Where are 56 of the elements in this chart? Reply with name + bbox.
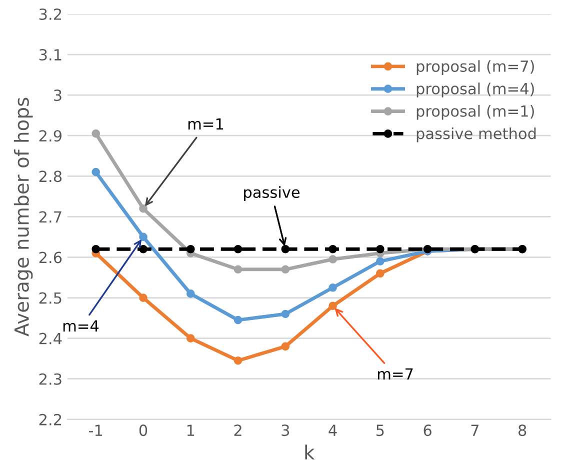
x-tick-label: 6 [424, 424, 432, 436]
point [234, 316, 242, 324]
x-tick-label: 8 [518, 424, 526, 436]
y-tick-label: 3 [54, 90, 62, 102]
point [139, 294, 148, 302]
point [234, 356, 242, 365]
point [376, 257, 384, 266]
y-tick-label: 2.4 [39, 332, 62, 344]
point [139, 232, 148, 242]
point [281, 265, 290, 274]
point [234, 265, 242, 274]
y-tick-label: 2.5 [39, 292, 62, 304]
x-tick-label: -1 [89, 424, 102, 436]
annotation: passive [244, 186, 300, 201]
y-axis-title: Average number of hops [14, 98, 33, 336]
point [376, 244, 384, 254]
x-tick-label: 2 [234, 424, 242, 436]
legend-label: proposal (m=1) [416, 105, 534, 120]
point [234, 244, 242, 254]
point [92, 168, 100, 176]
x-tick-label: 7 [471, 424, 478, 436]
x-tick-label: 5 [376, 424, 384, 436]
point [139, 244, 148, 254]
y-tick-label: 3.2 [39, 8, 62, 20]
point [186, 334, 195, 342]
y-tick-label: 2.6 [39, 252, 62, 264]
x-tick-label: 4 [328, 424, 337, 436]
point [139, 204, 148, 213]
point [328, 244, 337, 254]
legend-label: proposal (m=7) [416, 60, 534, 75]
y-tick-label: 2.8 [39, 170, 62, 182]
annotation: m=1 [188, 118, 224, 130]
point [92, 244, 100, 254]
point [186, 244, 195, 254]
y-tick-label: 2.7 [39, 211, 62, 222]
point [92, 129, 100, 138]
legend-label: passive method [416, 127, 536, 142]
point [281, 310, 290, 318]
annotation: m=7 [378, 368, 413, 380]
point [281, 342, 290, 351]
x-tick-label: 0 [139, 424, 148, 436]
annotation: m=4 [63, 320, 99, 332]
legend-label: proposal (m=4) [416, 82, 534, 98]
x-tick-label: 3 [282, 424, 290, 436]
point [186, 290, 195, 298]
y-tick-label: 2.9 [39, 130, 62, 142]
point [328, 283, 337, 292]
y-tick-label: 2.3 [39, 373, 62, 385]
y-tick-label: 3.1 [39, 48, 62, 61]
x-tick-label: 1 [187, 424, 194, 436]
point [281, 244, 290, 254]
point [328, 302, 337, 310]
x-axis-title: k [305, 444, 315, 460]
y-tick-label: 2.2 [39, 414, 62, 426]
point [328, 255, 337, 264]
point [376, 269, 384, 278]
